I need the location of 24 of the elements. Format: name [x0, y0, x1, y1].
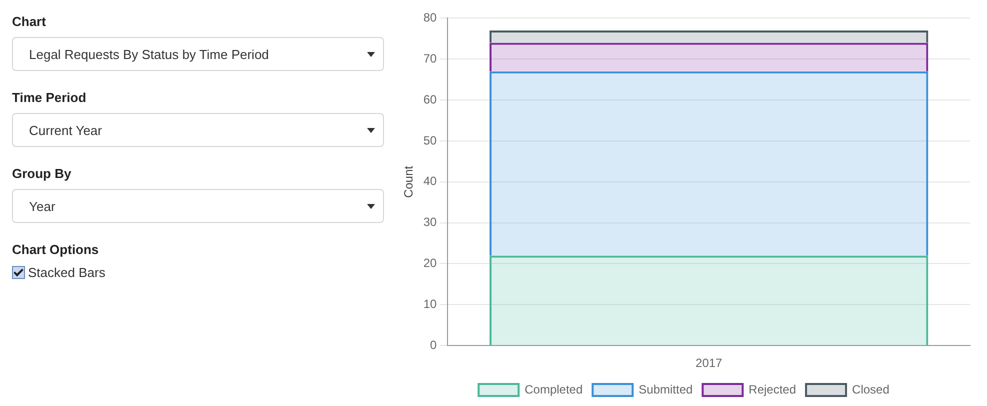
y-axis-title: Count: [402, 165, 416, 198]
y-tick-label: 40: [423, 174, 438, 188]
dropdown-field: Current Year: [12, 113, 384, 147]
bar: [490, 30, 928, 43]
y-tick-label: 70: [423, 51, 438, 66]
text: Chart Options: [12, 242, 100, 257]
y-tick-label: 20: [423, 256, 438, 270]
legend-label: Completed: [524, 382, 583, 396]
text: Group By: [12, 166, 72, 181]
y-tick-label: 10: [423, 296, 438, 311]
legend-label: Closed: [852, 382, 890, 396]
y-tick-label: 60: [423, 92, 438, 106]
text: Time Period: [12, 90, 88, 105]
text: Stacked Bars: [28, 265, 106, 280]
legend-label: Submitted: [638, 382, 693, 396]
y-tick-label: 30: [423, 215, 438, 230]
dropdown-field: Year: [12, 189, 384, 223]
y-tick-label: 0: [430, 338, 438, 352]
y-tick-label: 80: [423, 10, 438, 25]
x-tick-label: 2017: [696, 356, 723, 370]
dropdown-field: Legal Requests By Status by Time Period: [12, 37, 384, 71]
text: Chart: [12, 14, 47, 29]
y-tick-label: 50: [423, 133, 438, 148]
legend-label: Rejected: [748, 382, 796, 396]
